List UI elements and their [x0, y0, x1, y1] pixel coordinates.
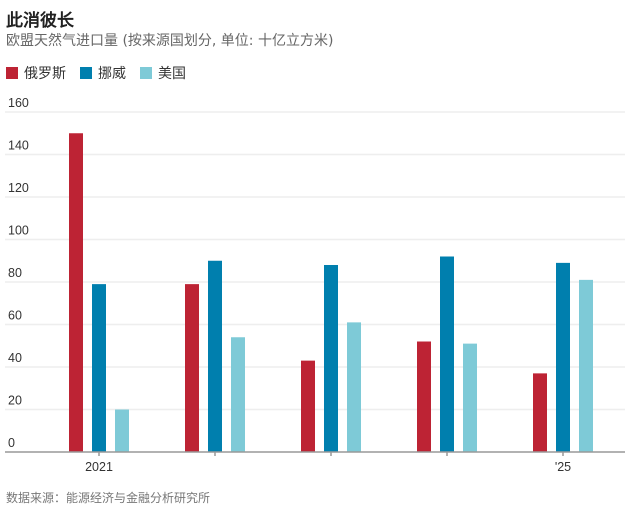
- legend-label: 挪威: [98, 66, 126, 82]
- bar-usa: [579, 279, 593, 452]
- bar-chart: 0 20 40 60 80 100 120 140 160 2021 '25: [5, 96, 625, 474]
- y-tick-label: 140: [8, 139, 29, 153]
- bar-norway: [324, 265, 338, 452]
- bar-russia: [533, 373, 547, 452]
- y-tick-label: 120: [8, 181, 29, 195]
- legend-swatch: [80, 67, 92, 79]
- y-tick-label: 40: [8, 351, 22, 365]
- legend-swatch: [140, 67, 152, 79]
- legend-label: 美国: [158, 66, 186, 82]
- bar-norway: [556, 262, 570, 452]
- bar-russia: [417, 341, 431, 452]
- y-tick-label: 100: [8, 224, 29, 238]
- bar-usa: [115, 409, 129, 452]
- y-tick-label: 80: [8, 266, 22, 280]
- legend-item-russia: 俄罗斯: [6, 63, 66, 83]
- bar-usa: [347, 322, 361, 452]
- chart-title: 此消彼长: [6, 11, 74, 31]
- y-tick-label: 160: [8, 96, 29, 110]
- bar-russia: [301, 360, 315, 452]
- y-tick-label: 60: [8, 309, 22, 323]
- y-tick-label: 0: [8, 436, 15, 450]
- bar-norway: [440, 256, 454, 452]
- bar-norway: [208, 260, 222, 452]
- legend-swatch: [6, 67, 18, 79]
- bar-russia: [69, 133, 83, 452]
- legend-item-norway: 挪威: [80, 63, 126, 83]
- bar-norway: [92, 284, 106, 452]
- y-tick-label: 20: [8, 394, 22, 408]
- bar-usa: [463, 343, 477, 452]
- x-tick-label: 2021: [85, 460, 113, 474]
- bar-russia: [185, 284, 199, 452]
- legend: 俄罗斯 挪威 美国: [6, 63, 186, 83]
- legend-label: 俄罗斯: [24, 66, 66, 82]
- x-tick-label: '25: [555, 460, 571, 474]
- legend-item-usa: 美国: [140, 63, 186, 83]
- chart-subtitle: 欧盟天然气进口量 (按来源国划分, 单位: 十亿立方米): [6, 33, 334, 49]
- source-note: 数据来源：能源经济与金融分析研究所: [6, 491, 211, 505]
- bar-usa: [231, 337, 245, 452]
